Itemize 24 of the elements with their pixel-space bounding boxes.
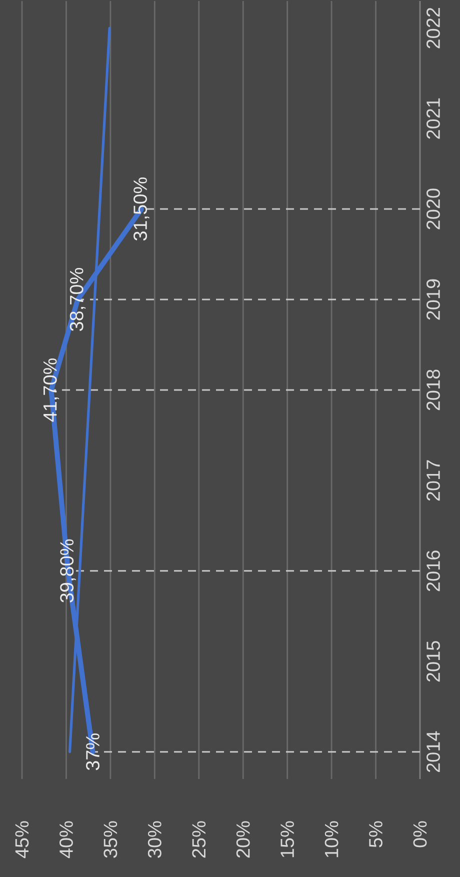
x-tick-label: 35%: [104, 821, 118, 858]
y-tick-label: 2019: [426, 279, 440, 320]
data-label: 41,70%: [43, 358, 60, 422]
x-tick-label: 20%: [236, 821, 250, 858]
x-tick-label: 40%: [59, 821, 73, 858]
x-tick-label: 30%: [148, 821, 162, 858]
y-tick-label: 2017: [426, 460, 440, 501]
y-tick-label: 2014: [426, 731, 440, 772]
x-tick-label: 25%: [192, 821, 206, 858]
x-tick-label: 0%: [413, 821, 427, 848]
data-label: 31,50%: [134, 178, 150, 241]
y-tick-label: 2018: [426, 370, 440, 410]
y-tick-label: 2015: [426, 641, 440, 682]
y-tick-label: 2020: [426, 188, 440, 230]
y-tick-label: 2021: [426, 98, 440, 139]
x-tick-label: 15%: [280, 821, 294, 858]
x-tick-label: 5%: [369, 821, 382, 848]
y-tick-label: 2022: [426, 8, 440, 48]
data-label: 39,80%: [60, 539, 76, 602]
data-label: 37%: [86, 734, 100, 770]
x-tick-label: 10%: [324, 821, 338, 858]
x-tick-label: 45%: [15, 821, 29, 858]
data-label: 38,70%: [70, 268, 86, 332]
y-tick-label: 2016: [426, 550, 440, 592]
